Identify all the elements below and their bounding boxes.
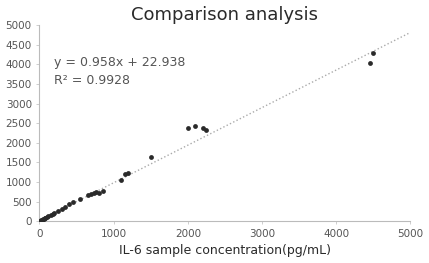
Point: [77, 197, 84, 201]
Point: [40, 217, 47, 221]
Point: [54, 209, 61, 213]
Point: [42, 216, 49, 220]
X-axis label: IL-6 sample concentration(pg/mL): IL-6 sample concentration(pg/mL): [119, 244, 331, 257]
Point: [36, 219, 43, 223]
Point: [203, 128, 210, 132]
Point: [37, 219, 44, 223]
Point: [43, 215, 50, 219]
Point: [41, 216, 48, 220]
Point: [99, 189, 106, 193]
Point: [58, 207, 65, 211]
Point: [47, 213, 54, 217]
Point: [84, 193, 91, 198]
Point: [40, 217, 47, 221]
Point: [184, 126, 191, 130]
Point: [88, 192, 95, 196]
Point: [199, 126, 206, 130]
Point: [90, 191, 97, 195]
Point: [37, 219, 44, 223]
Point: [37, 218, 44, 222]
Point: [66, 202, 73, 206]
Point: [92, 190, 99, 194]
Point: [51, 211, 58, 215]
Point: [45, 214, 52, 218]
Point: [370, 50, 377, 55]
Point: [49, 212, 56, 216]
Point: [118, 178, 124, 182]
Point: [38, 218, 45, 222]
Title: Comparison analysis: Comparison analysis: [131, 6, 318, 24]
Point: [62, 205, 69, 209]
Point: [147, 154, 154, 159]
Point: [192, 124, 199, 128]
Point: [366, 61, 373, 65]
Point: [121, 172, 128, 176]
Point: [95, 190, 102, 195]
Text: y = 0.958x + 22.938
R² = 0.9928: y = 0.958x + 22.938 R² = 0.9928: [54, 57, 186, 88]
Point: [125, 171, 132, 175]
Point: [69, 200, 76, 204]
